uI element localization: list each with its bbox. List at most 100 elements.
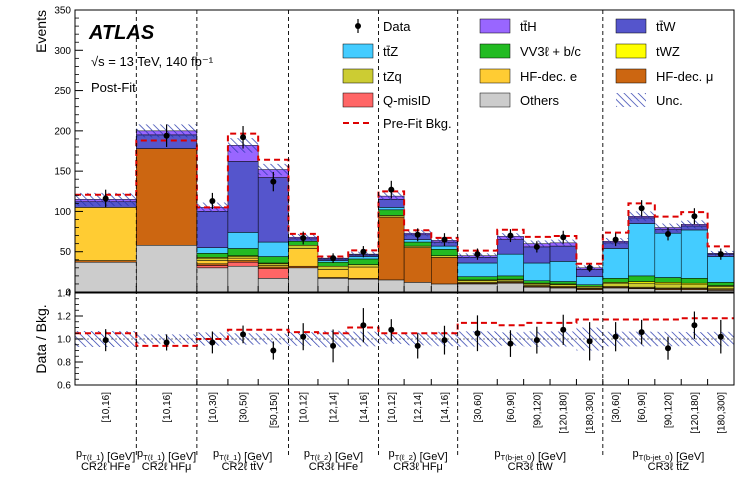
bar-segment-VV — [378, 209, 405, 216]
bar-segment-ttZ — [227, 232, 259, 249]
ratio-point — [240, 331, 247, 338]
x-tick-label: [30,60] — [611, 392, 622, 423]
y-tick-label: 150 — [54, 167, 71, 178]
ratio-point — [209, 339, 216, 346]
bar-segment-ttZ — [457, 262, 498, 277]
y-tick-label: 100 — [54, 207, 71, 218]
ratio-point — [474, 330, 481, 337]
ratio-uncertainty-band — [258, 333, 289, 345]
bar-segment-ttZ — [497, 253, 524, 277]
color-swatch-icon — [342, 43, 374, 59]
legend-label: tt̄Z — [383, 44, 398, 59]
data-point — [533, 243, 540, 250]
region-variable-label: pT(b-jet_0) [GeV] — [633, 448, 705, 463]
y-axis-label-bottom: Data / Bkg. — [33, 304, 49, 373]
data-point — [586, 264, 593, 271]
bar-segment-VV — [707, 282, 735, 286]
y-tick-label: 300 — [54, 46, 71, 57]
bar-segment-ttZ — [654, 232, 682, 278]
legend-label: Q-misID — [383, 93, 431, 108]
data-point — [441, 236, 448, 243]
ratio-point — [414, 342, 421, 349]
bar-segment-HFe — [347, 266, 379, 279]
legend-label: Others — [520, 93, 560, 108]
bar-segment-HFmu — [136, 148, 198, 246]
region-name-label: CR3ℓ tt̄W — [508, 461, 554, 473]
bar-segment-ttZ — [257, 241, 289, 257]
y-tick-label: 350 — [54, 6, 71, 17]
ratio-point — [717, 333, 724, 340]
legend-item-VV: VV3ℓ + b/c — [479, 43, 581, 59]
bar-segment-ttZ — [680, 229, 708, 279]
ratio-point — [560, 326, 567, 333]
legend-item-HFmu: HF-dec. μ — [615, 68, 713, 84]
ratio-point — [102, 337, 109, 344]
bar-segment-HFmu — [431, 257, 458, 285]
data-point — [414, 231, 421, 238]
bar-segment-Others — [227, 265, 259, 293]
bar-segment-Others — [288, 267, 319, 293]
bar-segment-tZq — [707, 286, 735, 290]
bar-segment-Others — [431, 283, 458, 293]
legend-item-PreFit: Pre-Fit Bkg. — [343, 116, 452, 131]
data-point — [300, 235, 307, 242]
bar-segment-VV — [257, 256, 289, 264]
region-name-label: CR3ℓ HFμ — [393, 461, 443, 473]
bar-segment-VV — [523, 280, 551, 284]
data-point — [474, 251, 481, 258]
ratio-point — [586, 338, 593, 345]
data-point — [163, 132, 170, 139]
legend-label: Pre-Fit Bkg. — [383, 116, 452, 131]
bar-segment-tZq — [602, 282, 629, 287]
bar-segment-Others — [136, 245, 198, 293]
bar-segment-Qmis — [227, 261, 259, 267]
bar-segment-Others — [378, 279, 405, 293]
bar-segment-tZq — [347, 264, 379, 268]
bar-segment-VV — [497, 275, 524, 280]
legend-item-tZq: tZq — [342, 68, 402, 84]
x-tick-label: [180,300] — [716, 392, 727, 434]
data-point — [612, 236, 619, 243]
ratio-point — [691, 322, 698, 329]
region-variable-label: pT(ℓ_2) [GeV] — [304, 448, 363, 463]
bar-segment-Others — [347, 278, 379, 293]
legend-item-Others: Others — [479, 92, 560, 108]
x-tick-label: [10,16] — [101, 392, 112, 423]
bar-segment-HFmu — [378, 216, 405, 281]
ratio-prefit-line — [75, 317, 734, 347]
bar-segment-ttZ — [707, 256, 735, 283]
ratio-point — [665, 345, 672, 352]
bar-segment-Others — [257, 278, 289, 293]
legend-label: tt̄H — [520, 19, 537, 34]
legend-item-data: Data — [355, 19, 411, 34]
bar-segment-VV — [403, 241, 432, 247]
bar-segment-Qmis — [257, 268, 289, 279]
data-point — [560, 234, 567, 241]
bar-segment-ttW — [549, 245, 577, 262]
bar-segment-VV — [457, 276, 498, 281]
region-name-label: CR2ℓ tt̄V — [222, 461, 265, 473]
x-tick-label: [10,30] — [208, 392, 219, 423]
bar-segment-tZq — [317, 265, 349, 270]
x-tick-label: [180,300] — [585, 392, 596, 434]
color-swatch-icon — [479, 92, 511, 108]
data-point — [360, 248, 367, 255]
bar-segment-Others — [497, 282, 524, 293]
y-tick-label: 250 — [54, 86, 71, 97]
ratio-point — [163, 339, 170, 346]
ratio-point — [388, 326, 395, 333]
color-swatch-icon — [615, 43, 647, 59]
legend-item-tWZ: tWZ — [615, 43, 680, 59]
ratio-point — [330, 342, 337, 349]
y-tick-label: 200 — [54, 126, 71, 137]
ratio-point — [270, 347, 277, 354]
y-tick-label: 50 — [60, 247, 72, 258]
bar-segment-VV — [602, 278, 629, 283]
legend-item-ttH: tt̄H — [479, 18, 537, 34]
bar-segment-VV — [680, 278, 708, 284]
bar-segment-Others — [549, 287, 577, 293]
legend-label: HF-dec. e — [520, 69, 577, 84]
region-variable-label: pT(ℓ_2) [GeV] — [388, 448, 447, 463]
region-variable-label: pT(b-jet_0) [GeV] — [494, 448, 566, 463]
